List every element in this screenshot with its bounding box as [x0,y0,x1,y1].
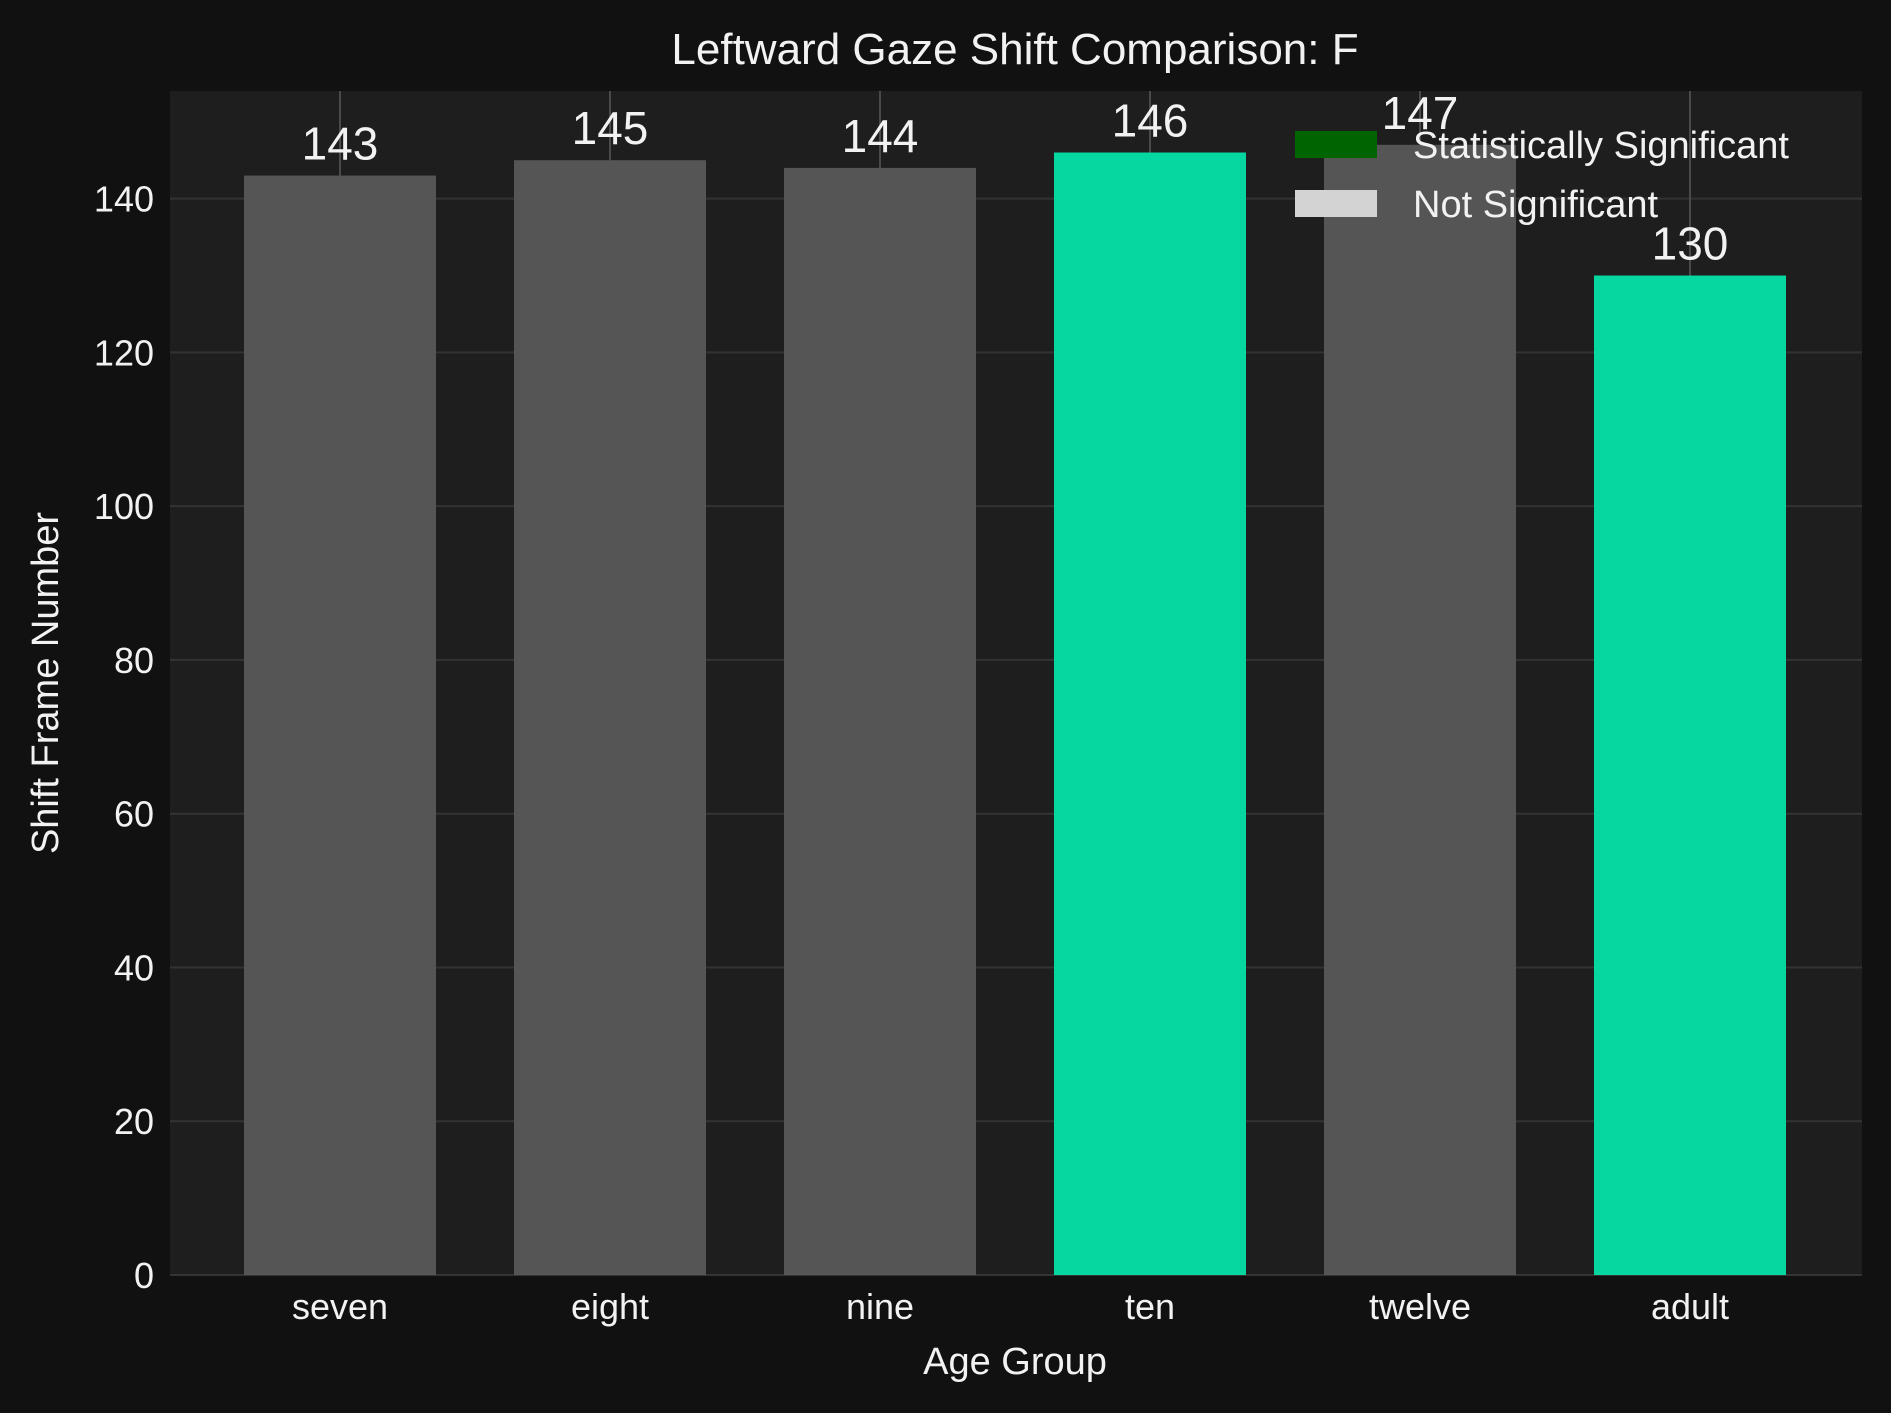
x-tick-label-adult: adult [1651,1286,1729,1327]
bar-adult [1594,275,1786,1275]
y-tick-label: 20 [114,1101,154,1142]
data-label-adult: 130 [1652,218,1729,270]
x-axis-ticks: seven eight nine ten twelve adult [292,1286,1729,1327]
y-tick-label: 0 [134,1255,154,1296]
bar-nine [784,167,976,1276]
x-tick-label-seven: seven [292,1286,388,1327]
data-label-eight: 145 [572,102,649,154]
data-labels: 143 145 144 146 147 130 [302,87,1729,270]
y-tick-label: 100 [94,486,154,527]
x-tick-label-ten: ten [1125,1286,1175,1327]
data-label-twelve: 147 [1382,87,1459,139]
x-tick-label-eight: eight [571,1286,649,1327]
bar-twelve [1324,144,1516,1276]
bars [244,144,1786,1276]
legend-swatch-not-significant [1295,190,1377,217]
bar-seven [244,175,436,1276]
y-tick-label: 80 [114,640,154,681]
legend-label-significant: Statistically Significant [1413,125,1789,167]
y-tick-label: 140 [94,179,154,220]
y-axis-label: Shift Frame Number [25,512,67,854]
data-label-ten: 146 [1112,95,1189,147]
legend-swatch-significant [1295,131,1377,158]
x-axis-label: Age Group [923,1341,1107,1383]
y-tick-label: 40 [114,947,154,988]
x-tick-label-nine: nine [846,1286,914,1327]
bar-eight [514,160,706,1275]
y-tick-label: 120 [94,332,154,373]
data-label-seven: 143 [302,118,379,170]
data-label-nine: 144 [842,110,919,162]
x-tick-label-twelve: twelve [1369,1286,1471,1327]
y-axis-ticks: 0 20 40 60 80 100 120 140 [94,179,154,1296]
legend-label-not-significant: Not Significant [1413,184,1658,226]
bar-ten [1054,152,1246,1276]
legend: Statistically Significant Not Significan… [1295,125,1789,226]
chart-title: Leftward Gaze Shift Comparison: F [671,25,1358,74]
plot-area [170,91,1862,1275]
y-tick-label: 60 [114,794,154,835]
